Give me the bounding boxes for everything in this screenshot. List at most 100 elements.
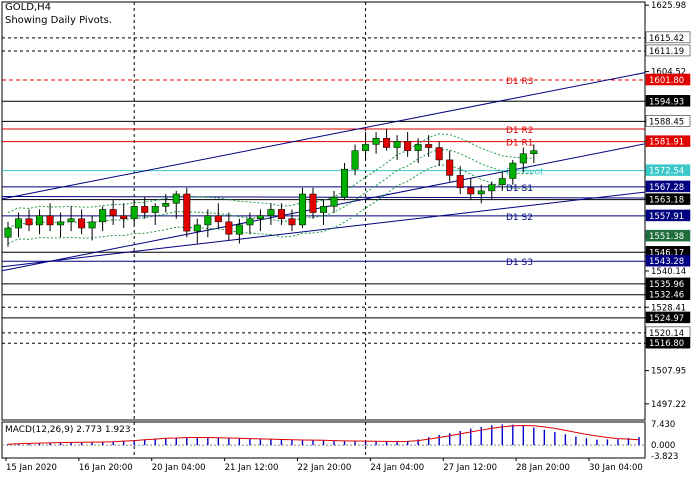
symbol-label: GOLD,H4 — [5, 2, 51, 13]
price-tag-label: 1520.14 — [649, 329, 684, 339]
candle-body — [519, 153, 527, 164]
trend-line — [1, 191, 646, 268]
price-tag-label: 1594.93 — [649, 97, 684, 107]
candle-body — [477, 190, 485, 195]
candle-body — [319, 206, 328, 213]
x-tick-label: 24 Jan 04:00 — [370, 463, 424, 473]
x-tick-label: 15 Jan 2020 — [6, 463, 57, 473]
price-tag-label: 1615.42 — [649, 34, 684, 44]
candle-body — [488, 184, 496, 192]
price-tag-label: 1567.28 — [649, 183, 684, 193]
price-tag — [645, 180, 691, 193]
candle-body — [256, 215, 264, 219]
price-tag-label: 1535.96 — [649, 280, 684, 290]
y-tick-label: 1604.52 — [651, 68, 686, 78]
pivot-label: D1 Pivot — [506, 168, 544, 178]
candle-body — [362, 144, 370, 151]
candle-body — [88, 221, 96, 229]
candle-body — [4, 227, 12, 238]
y-tick-label: 1625.98 — [651, 1, 686, 11]
candle-body — [193, 224, 201, 232]
price-tag-label: 1543.28 — [649, 257, 684, 267]
price-tag — [645, 229, 691, 242]
price-tag — [645, 311, 691, 324]
pivot-label: D1 S2 — [506, 213, 533, 223]
candle-body — [57, 221, 65, 226]
candle-body — [330, 196, 338, 207]
price-tag-label: 1551.38 — [649, 232, 684, 242]
price-tag — [645, 31, 691, 44]
candle-body — [383, 137, 391, 148]
macd-pane-frame — [1, 421, 646, 459]
x-tick-label: 30 Jan 04:00 — [589, 463, 643, 473]
candle-body — [214, 215, 222, 223]
price-tag — [645, 254, 691, 267]
price-tag — [645, 135, 691, 147]
price-tag-label: 1532.46 — [649, 291, 684, 301]
price-tag — [645, 73, 691, 86]
candle-body — [288, 218, 296, 226]
x-tick-label: 20 Jan 04:00 — [152, 463, 206, 473]
pivot-label: D1 S3 — [506, 258, 533, 268]
candle-body — [36, 215, 44, 226]
candle-body — [109, 209, 117, 216]
x-tick-label: 27 Jan 12:00 — [443, 463, 497, 473]
price-tag-label: 1601.80 — [649, 76, 684, 86]
candle-body — [162, 203, 170, 207]
candle-body — [141, 206, 149, 213]
macd-label: MACD(12,26,9) 2.773 1.923 — [5, 425, 131, 435]
candle-body — [120, 215, 128, 219]
price-tag-label: 1572.54 — [649, 167, 684, 177]
candle-body — [530, 150, 538, 154]
y-tick-label: 1497.22 — [651, 400, 686, 410]
price-tag — [645, 209, 691, 222]
price-tag — [645, 336, 691, 349]
candle-body — [509, 162, 517, 179]
candle-body — [67, 218, 75, 223]
price-tag — [645, 193, 691, 205]
candle-body — [351, 150, 359, 170]
price-tag-label: 1611.19 — [649, 47, 684, 57]
price-tag-label: 1516.80 — [649, 339, 684, 349]
price-tag-label: 1563.18 — [649, 196, 684, 206]
candle-body — [404, 141, 412, 151]
candle-body — [467, 187, 475, 195]
candle-body — [372, 137, 380, 145]
price-tag — [645, 44, 691, 57]
price-tag — [645, 288, 691, 300]
candle-body — [25, 218, 33, 226]
macd-signal-line — [7, 425, 640, 445]
candle-body — [15, 218, 23, 229]
x-tick-label: 22 Jan 20:00 — [298, 463, 352, 473]
indicator-label: Showing Daily Pivots. — [5, 15, 113, 26]
price-tag-label: 1524.97 — [649, 314, 684, 324]
candle-body — [498, 178, 506, 185]
price-tag — [645, 95, 691, 107]
candle-body — [99, 209, 107, 223]
candle-body — [78, 218, 86, 229]
candle-body — [277, 209, 285, 219]
price-tag-label: 1581.91 — [649, 138, 684, 148]
candle-body — [393, 141, 401, 148]
price-tag-label: 1546.17 — [649, 248, 684, 258]
candle-body — [130, 206, 138, 219]
pivot-label: D1 R2 — [506, 126, 534, 136]
candle-body — [425, 144, 433, 148]
macd-scale-label: 7.430 — [651, 420, 675, 430]
pivot-label: D1 R3 — [506, 77, 534, 87]
price-tag — [645, 115, 691, 127]
y-tick-label: 1528.41 — [651, 303, 686, 313]
macd-scale-label: -3.823 — [651, 452, 678, 462]
candle-body — [298, 193, 306, 226]
candle-body — [225, 221, 233, 235]
candle-body — [151, 206, 159, 213]
candle-body — [341, 168, 349, 198]
candle-body — [204, 215, 212, 226]
macd-scale-label: 0.000 — [651, 441, 675, 451]
x-tick-label: 21 Jan 12:00 — [225, 463, 279, 473]
x-tick-label: 16 Jan 20:00 — [79, 463, 133, 473]
candle-body — [456, 175, 464, 189]
candle-body — [446, 159, 454, 176]
